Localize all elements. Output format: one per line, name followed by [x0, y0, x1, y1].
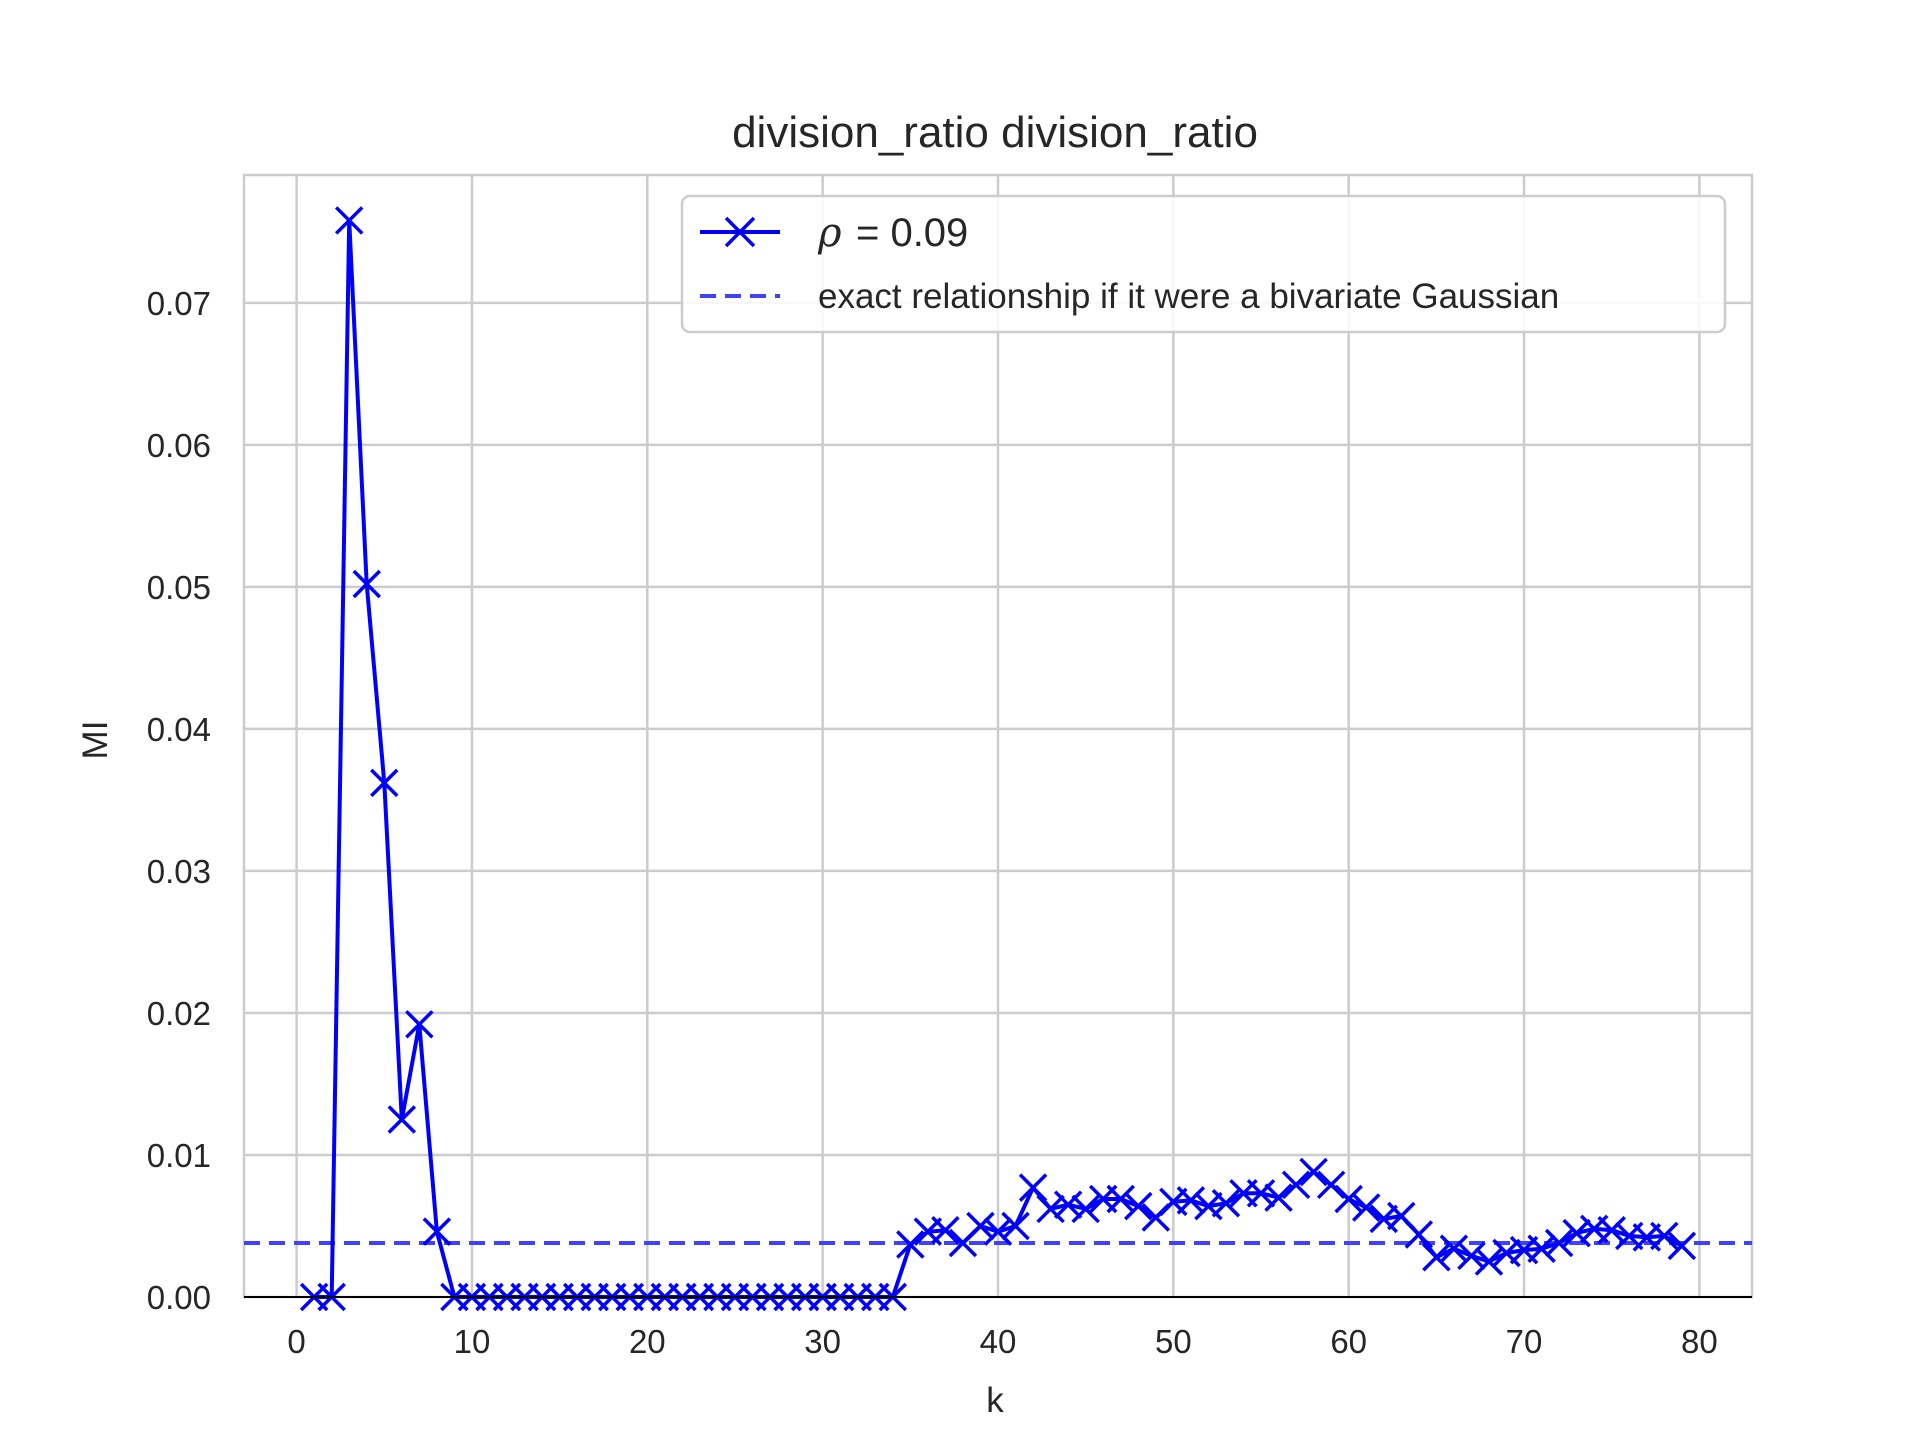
data-point-marker — [896, 1230, 925, 1259]
data-point-marker — [1211, 1189, 1241, 1218]
y-axis-title: MI — [76, 721, 115, 760]
legend-label-series-2: exact relationship if it were a bivariat… — [818, 277, 1559, 316]
data-point-marker — [1404, 1220, 1434, 1249]
legend-label-series-1: ρ = 0.09 — [817, 210, 968, 256]
x-tick-label: 30 — [804, 1323, 841, 1360]
data-point-marker — [1176, 1186, 1206, 1215]
data-point-marker — [1667, 1231, 1697, 1261]
data-point-marker — [1544, 1228, 1574, 1258]
y-tick-label: 0.03 — [147, 853, 211, 890]
x-tick-label: 60 — [1330, 1323, 1367, 1360]
y-tick-label: 0.05 — [147, 569, 211, 606]
x-tick-labels: 0 10 20 30 40 50 60 70 80 — [287, 1323, 1717, 1360]
data-point-marker — [1334, 1184, 1363, 1214]
x-tick-label: 50 — [1155, 1323, 1192, 1360]
data-point-marker — [1351, 1193, 1381, 1222]
data-point-marker — [931, 1216, 960, 1245]
x-tick-label: 20 — [629, 1323, 666, 1360]
data-point-marker — [334, 206, 364, 235]
data-point-marker — [1597, 1216, 1626, 1245]
data-point-marker — [352, 569, 381, 599]
data-point-marker — [1316, 1170, 1346, 1200]
x-tick-label: 70 — [1506, 1323, 1543, 1360]
data-point-marker — [1001, 1211, 1030, 1241]
data-point-marker — [387, 1105, 417, 1134]
data-point-marker — [1106, 1184, 1135, 1214]
data-point-marker — [1457, 1241, 1486, 1271]
y-tick-label: 0.00 — [147, 1279, 211, 1316]
data-point-marker — [1264, 1183, 1293, 1212]
data-point-marker — [1562, 1218, 1591, 1248]
data-point-marker — [405, 1010, 434, 1039]
data-markers — [299, 206, 1697, 1312]
legend-box — [680, 194, 1727, 334]
legend-rho-value: = 0.09 — [856, 211, 968, 255]
data-point-marker — [422, 1217, 452, 1246]
data-point-marker — [1194, 1191, 1223, 1221]
data-point-marker — [1439, 1234, 1469, 1263]
data-point-marker — [1527, 1234, 1556, 1263]
data-point-marker — [1036, 1194, 1065, 1224]
data-point-marker — [966, 1211, 995, 1241]
y-tick-label: 0.06 — [147, 427, 211, 464]
data-point-marker — [1650, 1221, 1679, 1251]
data-point-marker — [983, 1217, 1013, 1246]
data-point-marker — [1422, 1242, 1451, 1272]
data-point-marker — [1246, 1179, 1276, 1208]
y-tick-label: 0.01 — [147, 1137, 211, 1174]
legend-marker-series-1 — [724, 216, 756, 248]
plot-area — [242, 173, 1754, 1312]
legend-rho-symbol: ρ — [817, 210, 842, 256]
legend: ρ = 0.09 exact relationship if it were a… — [680, 194, 1727, 334]
x-tick-label: 80 — [1681, 1323, 1718, 1360]
x-tick-label: 40 — [980, 1323, 1017, 1360]
data-point-marker — [1492, 1238, 1521, 1268]
y-tick-labels: 0.00 0.01 0.02 0.03 0.04 0.05 0.06 0.07 — [147, 285, 211, 1316]
y-tick-label: 0.07 — [147, 285, 211, 322]
x-tick-label: 10 — [454, 1323, 491, 1360]
data-point-marker — [1124, 1191, 1153, 1221]
x-axis-title: k — [986, 1381, 1004, 1420]
data-point-marker — [1018, 1173, 1048, 1202]
data-point-marker — [1053, 1190, 1083, 1219]
chart-title: division_ratio division_ratio — [732, 108, 1258, 157]
data-point-marker — [1474, 1247, 1504, 1276]
data-point-marker — [1071, 1194, 1100, 1224]
data-point-marker — [1299, 1157, 1328, 1187]
data-point-marker — [1281, 1170, 1311, 1200]
y-tick-label: 0.04 — [147, 711, 211, 748]
y-tick-label: 0.02 — [147, 995, 211, 1032]
data-point-marker — [370, 768, 399, 798]
x-tick-label: 0 — [287, 1323, 305, 1360]
data-point-marker — [1369, 1204, 1399, 1234]
